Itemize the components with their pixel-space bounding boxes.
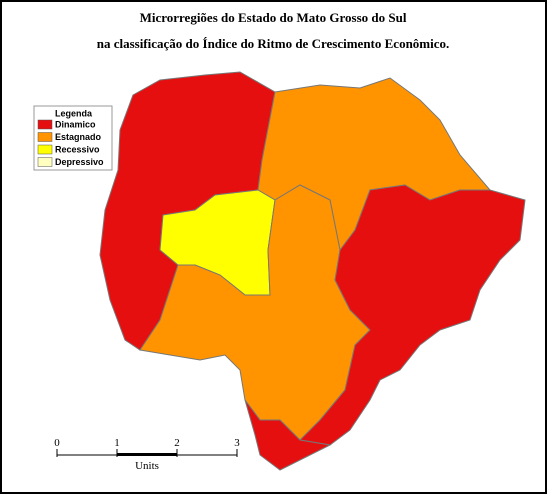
regions — [99, 71, 526, 471]
legend-swatch — [37, 157, 53, 167]
legend-label: Dinamico — [55, 119, 96, 129]
title-line: na classificação do Índice do Ritmo de C… — [97, 36, 450, 51]
scale-segment — [117, 453, 177, 456]
region — [244, 399, 332, 471]
scale-label: 3 — [234, 437, 240, 449]
scale-label: 0 — [54, 437, 60, 449]
scale-label: 2 — [174, 437, 180, 449]
legend-swatch — [37, 144, 53, 155]
legend: Dinamico Estagnado Recessivo Depressivo — [37, 119, 104, 167]
scale-bar: 0 1 2 3 Units — [54, 437, 240, 472]
scale-unit: Units — [135, 460, 159, 472]
region — [298, 184, 526, 446]
legend-label: Recessivo — [55, 144, 100, 154]
legend-swatch — [37, 119, 53, 130]
legend-label: Depressivo — [55, 157, 104, 167]
scale-label: 1 — [114, 437, 120, 449]
title-line: Microrregiões do Estado do Mato Grosso d… — [140, 10, 407, 25]
legend-label: Estagnado — [55, 132, 102, 142]
legend-swatch — [37, 132, 53, 142]
legend-title: Legenda — [55, 108, 93, 118]
